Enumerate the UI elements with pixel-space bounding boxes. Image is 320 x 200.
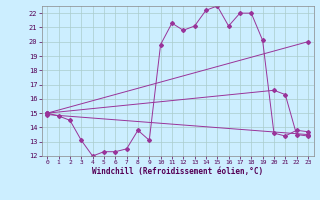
X-axis label: Windchill (Refroidissement éolien,°C): Windchill (Refroidissement éolien,°C)	[92, 167, 263, 176]
